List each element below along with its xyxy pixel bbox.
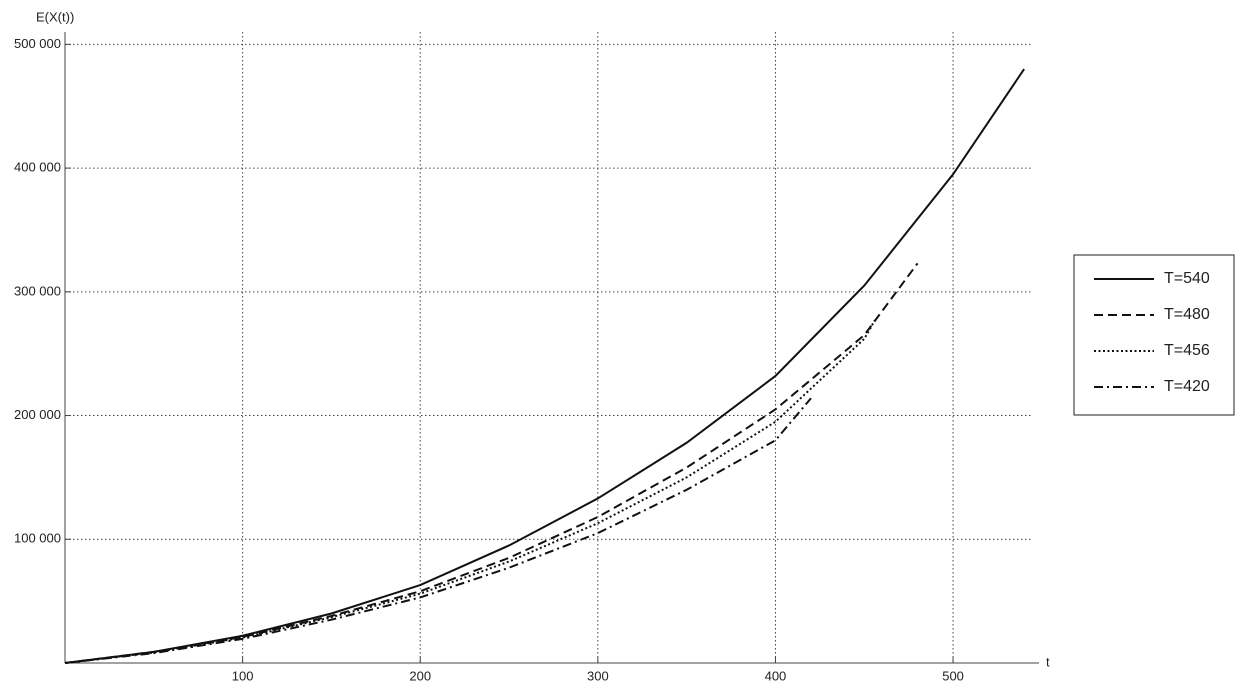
- page: E(X(t)) t 100 200 300 400 500 100 000 200 000 3…: [0, 0, 1248, 692]
- y-tick-label: 500 000: [14, 36, 61, 51]
- series-line: [65, 320, 875, 663]
- x-tick-label: 100: [232, 668, 254, 683]
- y-tick-label: 300 000: [14, 283, 61, 298]
- x-tick-label: 300: [587, 668, 609, 683]
- legend-label: T=420: [1164, 378, 1210, 395]
- series-line: [65, 69, 1024, 663]
- y-tick-label: 200 000: [14, 407, 61, 422]
- series-line: [65, 263, 918, 663]
- chart: E(X(t)) t 100 200 300 400 500 100 000 200 000 3…: [0, 0, 1248, 687]
- y-tick-label: 100 000: [14, 531, 61, 546]
- x-tick-label: 200: [409, 668, 431, 683]
- legend-label: T=456: [1164, 342, 1210, 359]
- series-line: [65, 398, 811, 663]
- y-axis-label: E(X(t)): [36, 9, 74, 24]
- y-tick-label: 400 000: [14, 160, 61, 175]
- legend-label: T=480: [1164, 306, 1210, 323]
- x-tick-label: 400: [765, 668, 787, 683]
- x-axis-label: t: [1046, 654, 1050, 669]
- legend-label: T=540: [1164, 270, 1210, 287]
- x-tick-label: 500: [942, 668, 964, 683]
